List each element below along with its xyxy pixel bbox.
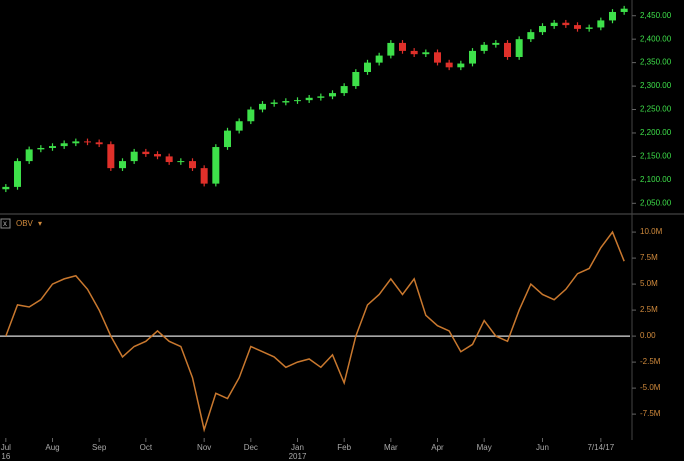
candle-body bbox=[609, 11, 616, 21]
candle-body bbox=[504, 42, 511, 57]
candle-body bbox=[399, 42, 406, 51]
candle-body bbox=[375, 55, 383, 63]
close-box[interactable] bbox=[0, 218, 11, 229]
x-tick-label: 7/14/17 bbox=[587, 443, 614, 452]
x-tick-label: Feb bbox=[337, 443, 351, 452]
candle-body bbox=[177, 161, 185, 163]
candle-body bbox=[574, 25, 581, 29]
x-tick-label: May bbox=[477, 443, 492, 452]
y-tick-label: 10.0M bbox=[640, 227, 663, 236]
candle-body bbox=[72, 141, 80, 144]
candle-body bbox=[492, 42, 500, 45]
candle-body bbox=[387, 42, 395, 56]
y-tick-label: 2,250.00 bbox=[640, 105, 672, 114]
candle-body bbox=[352, 72, 360, 87]
candle-body bbox=[434, 52, 441, 63]
y-tick-label: 2.5M bbox=[640, 305, 658, 314]
x-tick-label: Nov bbox=[197, 443, 211, 452]
x-tick-label: Jan bbox=[291, 443, 304, 452]
legend-dropdown[interactable]: ▾ bbox=[38, 219, 42, 228]
x-sublabel: 16 bbox=[1, 452, 10, 461]
candle-body bbox=[480, 44, 488, 51]
candle-body bbox=[130, 151, 138, 162]
x-tick-label: Sep bbox=[92, 443, 107, 452]
candle-body bbox=[329, 93, 336, 97]
y-tick-label: 2,300.00 bbox=[640, 81, 672, 90]
candle-body bbox=[340, 86, 348, 94]
y-tick-label: -5.0M bbox=[640, 383, 661, 392]
candle-body bbox=[270, 102, 278, 104]
x-tick-label: Jun bbox=[536, 443, 549, 452]
candle-body bbox=[235, 121, 243, 131]
x-tick-label: Apr bbox=[431, 443, 444, 452]
candle-body bbox=[562, 22, 570, 26]
candle-body bbox=[154, 154, 161, 157]
candle-body bbox=[259, 103, 266, 110]
candle-body bbox=[469, 50, 476, 64]
candle-body bbox=[189, 161, 196, 169]
y-tick-label: 2,400.00 bbox=[640, 34, 672, 43]
candle-body bbox=[550, 22, 558, 27]
candle-body bbox=[305, 97, 313, 101]
candle-body bbox=[165, 156, 173, 163]
candle-body bbox=[107, 144, 115, 169]
candle-body bbox=[14, 161, 21, 187]
y-tick-label: 2,350.00 bbox=[640, 58, 672, 67]
candle-body bbox=[539, 26, 546, 33]
candle-body bbox=[445, 62, 453, 68]
candle-body bbox=[224, 130, 231, 148]
x-tick-label: Aug bbox=[45, 443, 59, 452]
candle-body bbox=[597, 20, 605, 28]
x-tick-label: Mar bbox=[384, 443, 398, 452]
obv-line bbox=[5, 230, 625, 433]
candle-body bbox=[60, 143, 68, 147]
candle-body bbox=[527, 32, 535, 40]
candle-body bbox=[119, 161, 126, 169]
candle-body bbox=[317, 96, 325, 98]
candle-body bbox=[364, 62, 371, 72]
candle-body bbox=[247, 109, 255, 122]
legend-entry: OBV bbox=[16, 219, 34, 228]
candle-body bbox=[515, 39, 523, 57]
candle-body bbox=[37, 147, 45, 150]
candle-body bbox=[620, 8, 628, 12]
candle-body bbox=[200, 168, 208, 184]
candle-body bbox=[422, 52, 430, 55]
y-tick-label: -7.5M bbox=[640, 409, 661, 418]
x-tick-label: Dec bbox=[244, 443, 258, 452]
candle-body bbox=[457, 63, 465, 68]
candle-body bbox=[49, 146, 56, 148]
y-tick-label: 5.0M bbox=[640, 279, 658, 288]
candle-body bbox=[2, 186, 10, 190]
y-tick-label: 2,050.00 bbox=[640, 198, 672, 207]
candle-body bbox=[294, 100, 301, 102]
candle-body bbox=[84, 141, 91, 143]
candle-body bbox=[282, 101, 290, 103]
candle-body bbox=[25, 149, 33, 162]
x-sublabel: 2017 bbox=[289, 452, 307, 461]
candle-body bbox=[585, 27, 593, 29]
y-tick-label: -2.5M bbox=[640, 357, 661, 366]
y-tick-label: 2,100.00 bbox=[640, 175, 672, 184]
y-tick-label: 0.00 bbox=[640, 331, 656, 340]
candle-body bbox=[95, 142, 103, 145]
candle-body bbox=[212, 147, 220, 184]
close-icon[interactable]: x bbox=[3, 219, 7, 228]
x-tick-label: Oct bbox=[140, 443, 153, 452]
candle-body bbox=[142, 151, 150, 155]
y-tick-label: 2,150.00 bbox=[640, 152, 672, 161]
y-tick-label: 2,200.00 bbox=[640, 128, 672, 137]
y-tick-label: 2,450.00 bbox=[640, 11, 672, 20]
x-tick-label: Jul bbox=[1, 443, 11, 452]
y-tick-label: 7.5M bbox=[640, 253, 658, 262]
candle-body bbox=[410, 50, 418, 55]
